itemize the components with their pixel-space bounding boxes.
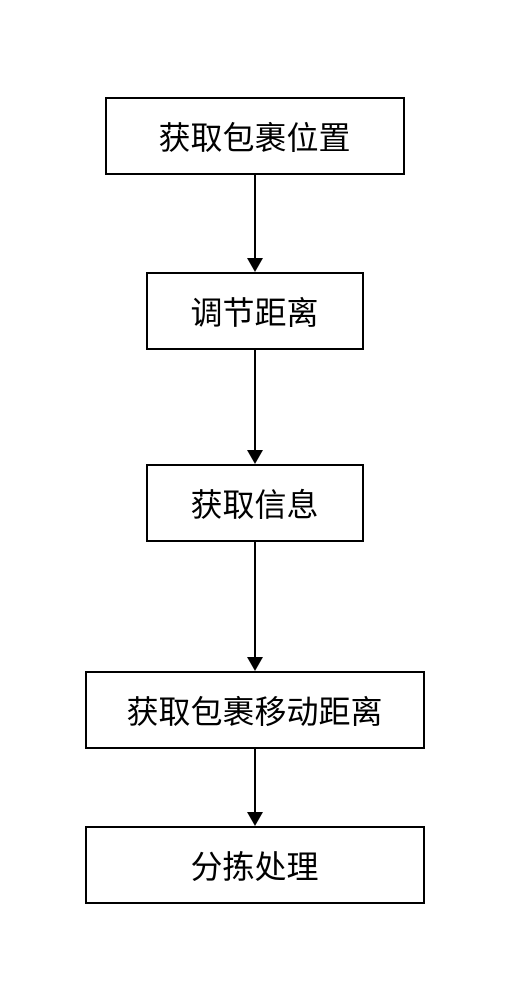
flowchart-node: 分拣处理 xyxy=(85,826,425,904)
flowchart-arrow xyxy=(247,350,263,464)
arrow-line xyxy=(254,175,256,258)
arrow-head-icon xyxy=(247,450,263,464)
flowchart-arrow xyxy=(247,542,263,671)
arrow-line xyxy=(254,749,256,812)
arrow-head-icon xyxy=(247,657,263,671)
flowchart-node: 获取包裹移动距离 xyxy=(85,671,425,749)
flowchart-node: 获取包裹位置 xyxy=(105,97,405,175)
flowchart-node: 获取信息 xyxy=(146,464,364,542)
flowchart-arrow xyxy=(247,749,263,826)
flowchart-container: 获取包裹位置 调节距离 获取信息 获取包裹移动距离 分拣处理 xyxy=(85,97,425,904)
flowchart-arrow xyxy=(247,175,263,272)
flowchart-node: 调节距离 xyxy=(146,272,364,350)
arrow-line xyxy=(254,542,256,657)
arrow-head-icon xyxy=(247,258,263,272)
arrow-head-icon xyxy=(247,812,263,826)
arrow-line xyxy=(254,350,256,450)
